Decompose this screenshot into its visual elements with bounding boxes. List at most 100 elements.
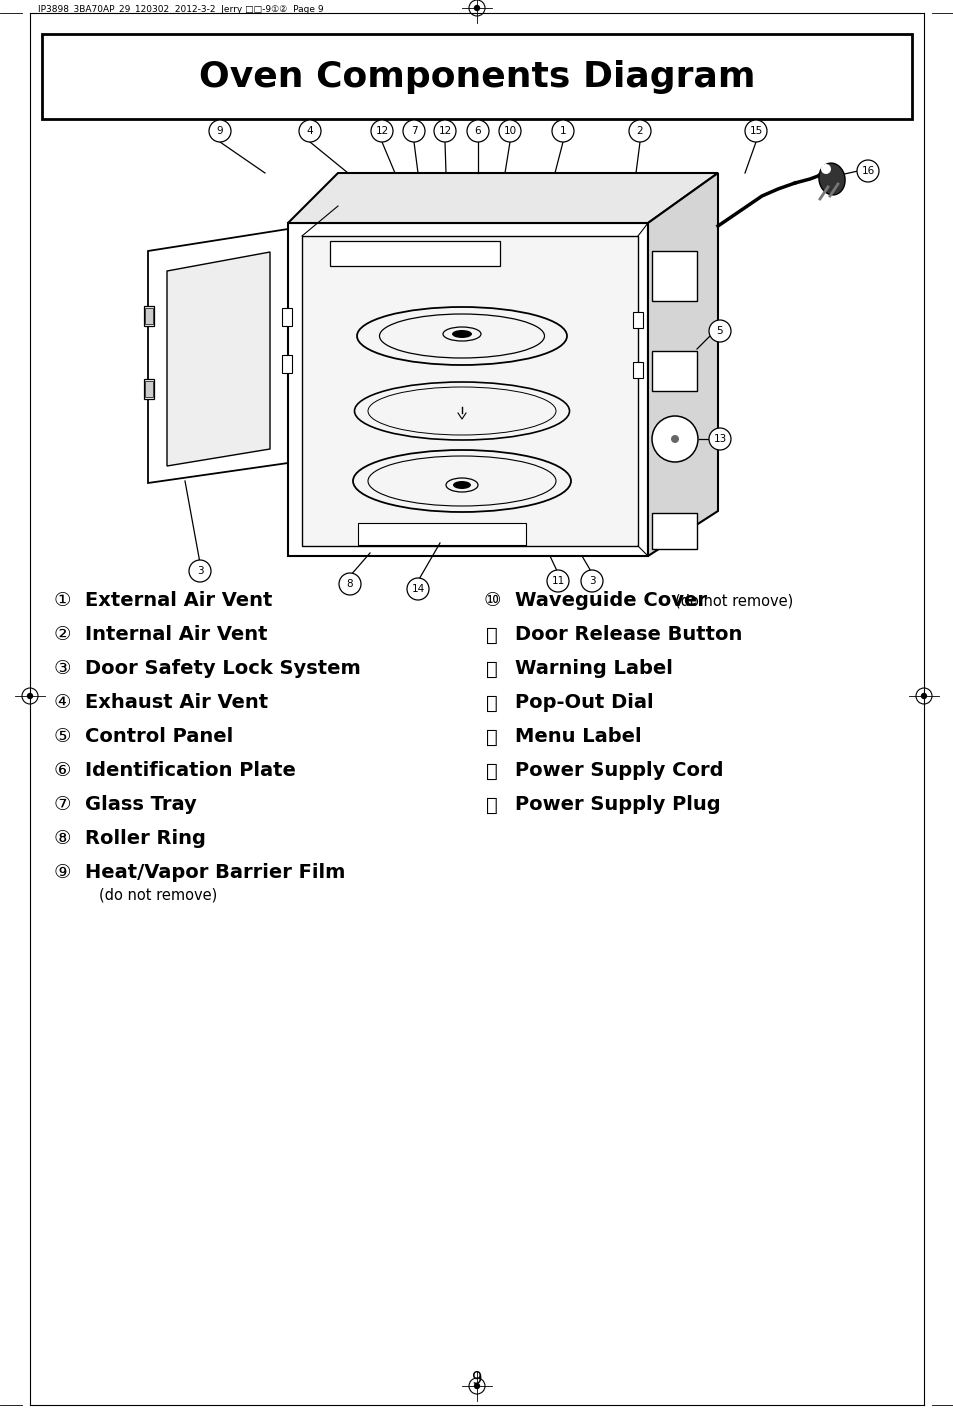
- Circle shape: [209, 119, 231, 142]
- FancyBboxPatch shape: [144, 379, 153, 399]
- Circle shape: [298, 119, 320, 142]
- Text: ⑥: ⑥: [53, 762, 71, 780]
- Text: 3: 3: [196, 566, 203, 576]
- Text: Identification Plate: Identification Plate: [85, 762, 295, 780]
- Text: 6: 6: [475, 126, 481, 136]
- Text: ⑬: ⑬: [486, 693, 497, 712]
- Polygon shape: [288, 173, 718, 223]
- Circle shape: [708, 320, 730, 342]
- Circle shape: [371, 119, 393, 142]
- Circle shape: [744, 119, 766, 142]
- Text: Heat/Vapor Barrier Film: Heat/Vapor Barrier Film: [85, 864, 345, 882]
- Text: ⑩: ⑩: [483, 591, 500, 611]
- FancyBboxPatch shape: [633, 362, 642, 378]
- Text: 10: 10: [503, 126, 516, 136]
- Bar: [302, 236, 638, 546]
- Polygon shape: [148, 229, 288, 483]
- Text: Control Panel: Control Panel: [85, 728, 233, 746]
- Bar: [651, 252, 697, 301]
- Polygon shape: [647, 173, 718, 556]
- FancyBboxPatch shape: [282, 355, 292, 372]
- Bar: [330, 242, 499, 266]
- Circle shape: [474, 1383, 479, 1390]
- Text: 15: 15: [749, 126, 761, 136]
- Text: ⑪: ⑪: [486, 625, 497, 645]
- Text: 16: 16: [861, 166, 874, 176]
- Text: 9: 9: [471, 1370, 482, 1388]
- FancyBboxPatch shape: [145, 381, 152, 396]
- Text: Warning Label: Warning Label: [515, 659, 672, 678]
- Text: ①: ①: [53, 591, 71, 611]
- Text: 7: 7: [410, 126, 416, 136]
- Circle shape: [434, 119, 456, 142]
- Text: ②: ②: [53, 625, 71, 645]
- Text: ⑮: ⑮: [486, 762, 497, 780]
- Circle shape: [552, 119, 574, 142]
- Text: 2: 2: [636, 126, 642, 136]
- Text: Internal Air Vent: Internal Air Vent: [85, 625, 267, 645]
- Bar: [288, 223, 647, 556]
- Text: (do not remove): (do not remove): [675, 594, 792, 608]
- Circle shape: [407, 578, 429, 600]
- Text: Door Safety Lock System: Door Safety Lock System: [85, 659, 360, 678]
- Ellipse shape: [453, 480, 471, 489]
- Circle shape: [546, 570, 568, 593]
- Circle shape: [628, 119, 650, 142]
- Text: ⑭: ⑭: [486, 728, 497, 746]
- Circle shape: [402, 119, 424, 142]
- FancyBboxPatch shape: [633, 313, 642, 328]
- Polygon shape: [167, 252, 270, 466]
- Text: 8: 8: [346, 578, 353, 588]
- Text: IP3898_3BA70AP_29_120302  2012-3-2  Jerry □□-9①②  Page 9: IP3898_3BA70AP_29_120302 2012-3-2 Jerry …: [38, 6, 323, 14]
- Text: 5: 5: [716, 325, 722, 335]
- Text: 12: 12: [438, 126, 451, 136]
- Circle shape: [580, 570, 602, 593]
- Ellipse shape: [452, 330, 472, 338]
- Text: ⑧: ⑧: [53, 830, 71, 848]
- Circle shape: [920, 693, 926, 699]
- Text: Menu Label: Menu Label: [515, 728, 641, 746]
- FancyBboxPatch shape: [145, 308, 152, 324]
- Ellipse shape: [818, 163, 844, 195]
- Text: 3: 3: [588, 576, 595, 585]
- Text: Oven Components Diagram: Oven Components Diagram: [198, 60, 755, 94]
- Circle shape: [338, 573, 360, 595]
- Circle shape: [27, 693, 33, 699]
- Bar: [357, 523, 525, 546]
- Circle shape: [670, 435, 679, 443]
- Text: Glass Tray: Glass Tray: [85, 796, 196, 814]
- Text: 9: 9: [216, 126, 223, 136]
- Text: ⑫: ⑫: [486, 659, 497, 678]
- Circle shape: [189, 560, 211, 583]
- Circle shape: [651, 416, 698, 462]
- Text: Door Release Button: Door Release Button: [515, 625, 741, 645]
- Circle shape: [708, 428, 730, 450]
- Text: Power Supply Cord: Power Supply Cord: [515, 762, 722, 780]
- Text: ⑦: ⑦: [53, 796, 71, 814]
- Bar: [651, 513, 697, 549]
- Text: 12: 12: [375, 126, 388, 136]
- Text: Waveguide Cover: Waveguide Cover: [515, 591, 706, 611]
- FancyBboxPatch shape: [42, 34, 911, 119]
- Text: ⑯: ⑯: [486, 796, 497, 814]
- Circle shape: [474, 4, 479, 11]
- Circle shape: [498, 119, 520, 142]
- Text: Exhaust Air Vent: Exhaust Air Vent: [85, 693, 268, 712]
- Circle shape: [821, 163, 830, 173]
- Text: ④: ④: [53, 693, 71, 712]
- Text: ③: ③: [53, 659, 71, 678]
- Text: (do not remove): (do not remove): [99, 888, 217, 902]
- Text: ⑤: ⑤: [53, 728, 71, 746]
- Text: 4: 4: [306, 126, 313, 136]
- Text: Roller Ring: Roller Ring: [85, 830, 206, 848]
- FancyBboxPatch shape: [144, 306, 153, 325]
- Text: 14: 14: [411, 584, 424, 594]
- Text: ⑨: ⑨: [53, 864, 71, 882]
- Text: 11: 11: [551, 576, 564, 585]
- Circle shape: [467, 119, 489, 142]
- Bar: [651, 351, 697, 391]
- Circle shape: [856, 161, 878, 182]
- Text: 13: 13: [713, 433, 726, 443]
- Text: Power Supply Plug: Power Supply Plug: [515, 796, 720, 814]
- Text: Pop-Out Dial: Pop-Out Dial: [515, 693, 653, 712]
